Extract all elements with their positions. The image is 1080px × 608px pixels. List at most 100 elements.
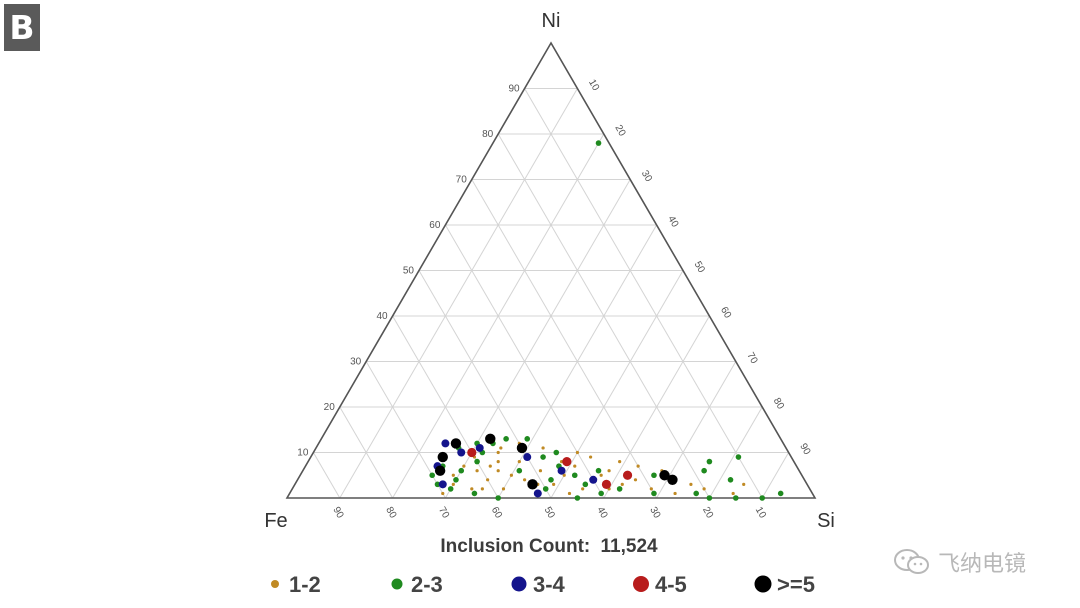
corner-label-ni: Ni [542,10,561,32]
tick-label-bottom: 70 [436,505,451,521]
data-point [462,464,466,468]
legend-item: 1-2 [271,572,321,597]
data-point [595,140,602,146]
tick-label-right: 20 [612,123,627,139]
data-point [470,487,474,491]
watermark-text: 飞纳电镜 [938,552,1027,577]
data-point [441,439,450,448]
data-point [540,454,546,460]
data-point [467,447,477,458]
data-point [523,478,527,482]
legend-label: 1-2 [289,572,321,597]
tick-label-right: 90 [797,442,812,458]
data-point [571,472,578,479]
ternary-grid [312,88,790,499]
tick-label-left: 10 [297,448,309,459]
caption-label: Inclusion Count: [440,536,590,557]
tick-label-bottom: 20 [700,505,715,521]
data-point [434,481,441,488]
data-point [451,482,455,486]
tick-label-left: 40 [376,311,388,322]
grid-line [550,270,684,499]
grid-line [339,406,394,499]
grid-line [656,361,737,499]
data-point [480,487,484,491]
data-point [541,446,545,450]
data-point [702,487,706,491]
grid-line [761,452,790,499]
tick-label-right: 60 [718,305,733,321]
data-point [601,479,612,489]
data-point [451,473,455,477]
tick-label-bottom: 80 [383,505,398,521]
tick-label-bottom: 30 [647,505,662,521]
tick-label-right: 10 [586,78,601,94]
tick-label-left: 30 [350,357,362,368]
corner-label-fe: Fe [264,510,287,532]
data-point [607,469,611,473]
data-point [441,491,445,496]
tick-label-right: 40 [665,214,680,230]
data-point [742,482,746,486]
grid-line [708,406,763,499]
data-point [458,467,465,474]
data-point [595,467,602,474]
data-point [562,473,566,477]
corner-label-si: Si [817,510,835,532]
data-point [582,481,589,488]
grid-line [312,452,341,499]
grid-line [392,315,499,499]
grid-line [603,315,710,499]
ternary-frame [285,41,817,499]
data-point [533,489,542,498]
tick-label-right: 80 [771,396,786,412]
data-point [474,458,480,465]
legend-item: 2-3 [391,572,443,597]
data-point [618,460,622,464]
data-point [496,460,500,464]
data-point [701,467,707,474]
legend-label: 3-4 [533,572,566,597]
data-point [659,470,670,481]
data-point [499,446,503,450]
data-point [589,475,598,484]
data-point [727,477,734,483]
data-point [516,467,523,474]
data-point [475,443,484,452]
data-point [488,464,492,468]
data-point [651,490,657,497]
legend-label: 2-3 [411,572,443,597]
data-point [523,453,532,462]
data-point [673,491,677,496]
data-point [598,490,604,497]
tick-label-bottom: 50 [542,505,557,521]
data-point [516,442,528,454]
data-point [517,460,521,464]
data-point [485,433,496,445]
data-point [649,487,653,491]
tick-label-left: 50 [403,266,415,277]
data-point [622,470,633,480]
data-point [735,454,742,460]
data-point [548,477,554,483]
legend-item: 3-4 [511,572,566,597]
legend-label: >=5 [777,572,815,597]
legend-marker [511,576,527,592]
data-point [706,458,713,465]
tick-label-right: 30 [639,169,654,185]
legend-item: 4-5 [633,572,687,597]
data-point [486,478,490,482]
data-point [599,473,603,477]
data-point [496,469,500,473]
data-point [501,487,506,491]
data-point [524,436,531,442]
data-point [706,495,713,501]
tick-label-left: 70 [456,175,468,186]
grid-line [471,179,658,499]
data-point [693,490,699,497]
data-point [777,490,784,497]
legend-marker [271,580,279,588]
tick-label-left: 20 [324,402,336,413]
data-point [509,473,513,477]
